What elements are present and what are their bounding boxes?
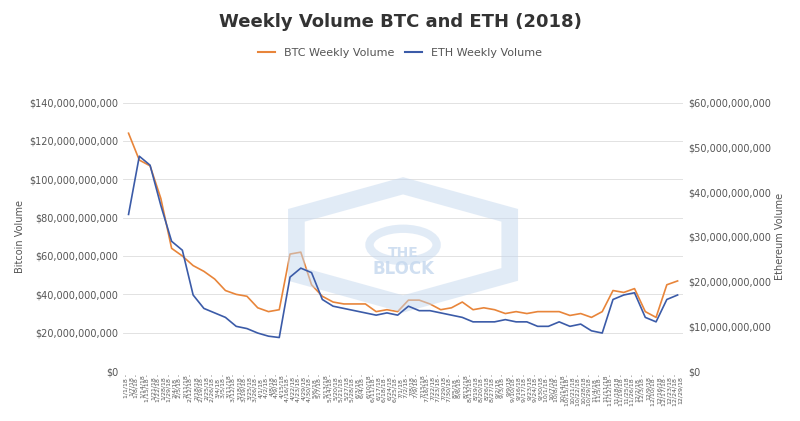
ETH Weekly Volume bbox=[673, 293, 682, 298]
ETH Weekly Volume bbox=[178, 248, 187, 253]
ETH Weekly Volume bbox=[404, 304, 414, 309]
BTC Weekly Volume bbox=[673, 278, 682, 283]
Y-axis label: Bitcoin Volume: Bitcoin Volume bbox=[15, 200, 25, 273]
Line: ETH Weekly Volume: ETH Weekly Volume bbox=[129, 156, 678, 338]
Text: THE: THE bbox=[388, 246, 418, 260]
BTC Weekly Volume bbox=[641, 309, 650, 314]
Text: BLOCK: BLOCK bbox=[372, 260, 434, 278]
Text: Weekly Volume BTC and ETH (2018): Weekly Volume BTC and ETH (2018) bbox=[218, 13, 582, 31]
ETH Weekly Volume bbox=[339, 306, 349, 311]
ETH Weekly Volume bbox=[124, 212, 134, 217]
ETH Weekly Volume bbox=[436, 310, 446, 315]
BTC Weekly Volume bbox=[382, 307, 392, 312]
ETH Weekly Volume bbox=[134, 154, 144, 159]
ETH Weekly Volume bbox=[479, 320, 489, 325]
ETH Weekly Volume bbox=[501, 317, 510, 322]
Legend: BTC Weekly Volume, ETH Weekly Volume: BTC Weekly Volume, ETH Weekly Volume bbox=[254, 43, 546, 62]
Line: BTC Weekly Volume: BTC Weekly Volume bbox=[129, 133, 678, 317]
BTC Weekly Volume bbox=[318, 294, 327, 299]
BTC Weekly Volume bbox=[166, 246, 176, 251]
Y-axis label: Ethereum Volume: Ethereum Volume bbox=[775, 193, 785, 280]
BTC Weekly Volume bbox=[458, 299, 467, 304]
BTC Weekly Volume bbox=[479, 305, 489, 310]
BTC Weekly Volume bbox=[124, 131, 134, 136]
ETH Weekly Volume bbox=[274, 335, 284, 340]
BTC Weekly Volume bbox=[586, 315, 596, 320]
